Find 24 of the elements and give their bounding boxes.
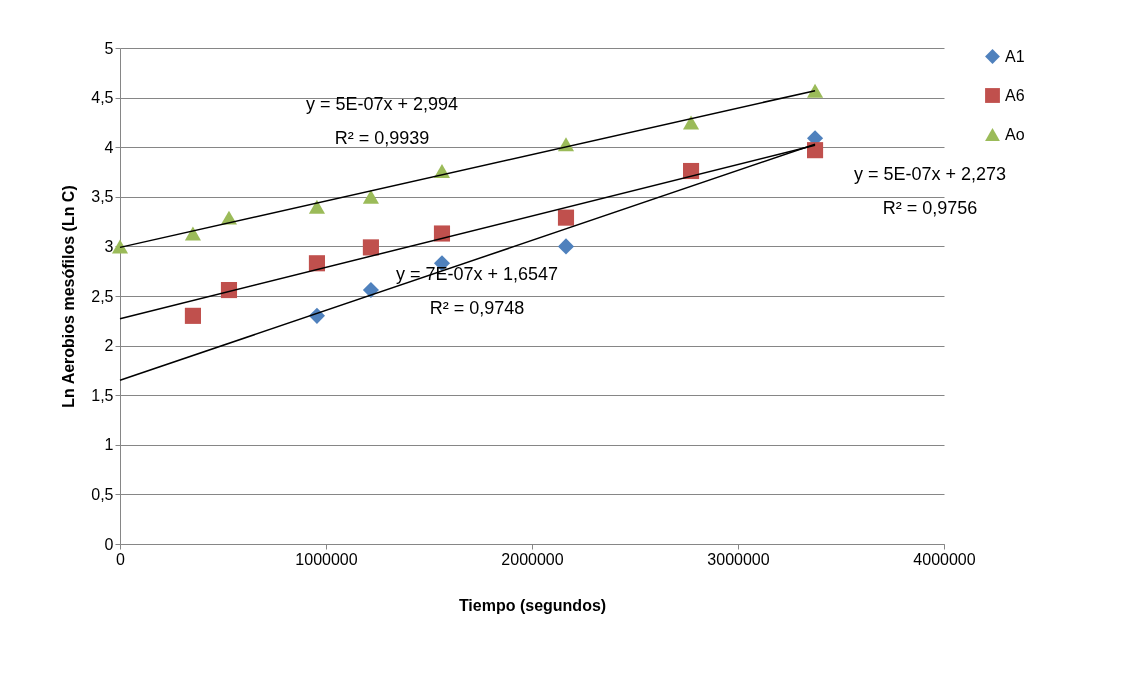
x-tick-label: 3000000 [707, 550, 770, 568]
legend-label: A6 [1005, 86, 1025, 104]
x-axis-title: Tiempo (segundos) [458, 596, 607, 614]
y-tick-label: 1 [104, 436, 114, 454]
y-tick-label: 1,5 [91, 386, 114, 404]
y-tick-label: 4,5 [91, 89, 114, 107]
y-tick-label: 2,5 [91, 287, 114, 305]
y-tick-label: 0,5 [91, 485, 114, 503]
x-tick-label: 0 [116, 550, 126, 568]
annotation: y = 5E-07x + 2,994 R² = 0,9939 [305, 94, 459, 148]
y-tick-label: 3,5 [91, 188, 114, 206]
x-tick-label: 4000000 [913, 550, 976, 568]
y-tick-label: 0 [104, 535, 114, 553]
x-tick-label: 1000000 [295, 550, 358, 568]
x-tick-label: 2000000 [501, 550, 564, 568]
annotation: y = 5E-07x + 2,273 R² = 0,9756 [853, 164, 1007, 218]
annotation: y = 7E-07x + 1,6547 R² = 0,9748 [395, 264, 559, 318]
legend-label: Ao [1005, 125, 1025, 143]
y-tick-label: 3 [104, 237, 114, 255]
y-axis-title: Ln Aerobios mesófilos (Ln C) [60, 185, 78, 408]
y-tick-label: 4 [104, 138, 114, 156]
y-tick-label: 5 [104, 39, 114, 57]
y-tick-label: 2 [104, 337, 114, 355]
legend-label: A1 [1005, 47, 1025, 65]
